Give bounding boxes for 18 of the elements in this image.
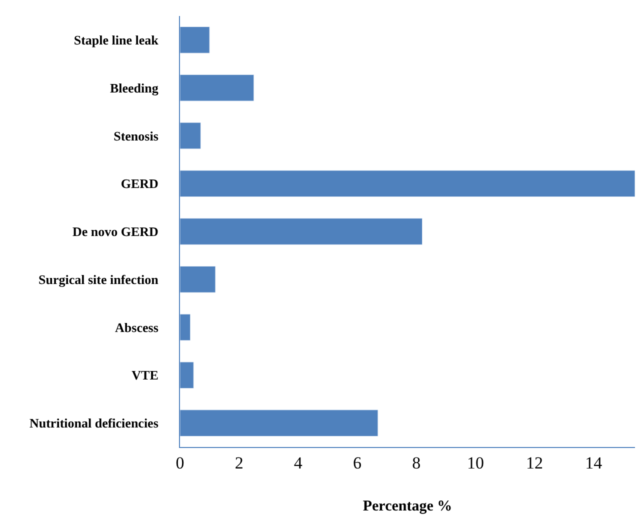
x-tick-label: 14 — [585, 453, 603, 472]
y-tick-label: Abscess — [115, 320, 158, 335]
y-tick-label: Staple line leak — [74, 32, 160, 48]
y-tick-label: VTE — [132, 368, 158, 383]
x-tick-label: 6 — [353, 453, 362, 472]
y-tick-label: Surgical site infection — [38, 272, 160, 287]
y-tick-label: De novo GERD — [72, 224, 158, 240]
y-tick-label: GERD — [120, 176, 158, 192]
x-tick-label: 12 — [526, 453, 544, 472]
x-tick-label: 0 — [176, 453, 184, 472]
x-tick-label: 2 — [234, 453, 244, 472]
y-tick-label: Bleeding — [110, 80, 159, 96]
y-tick-label: Nutritional deficiencies — [29, 416, 158, 431]
x-tick-label: 4 — [294, 453, 303, 472]
x-tick-label: 10 — [466, 453, 484, 472]
x-tick-label: 8 — [412, 453, 421, 472]
x-axis-title: Percentage % — [362, 498, 452, 514]
y-tick-label: Stenosis — [114, 128, 158, 144]
